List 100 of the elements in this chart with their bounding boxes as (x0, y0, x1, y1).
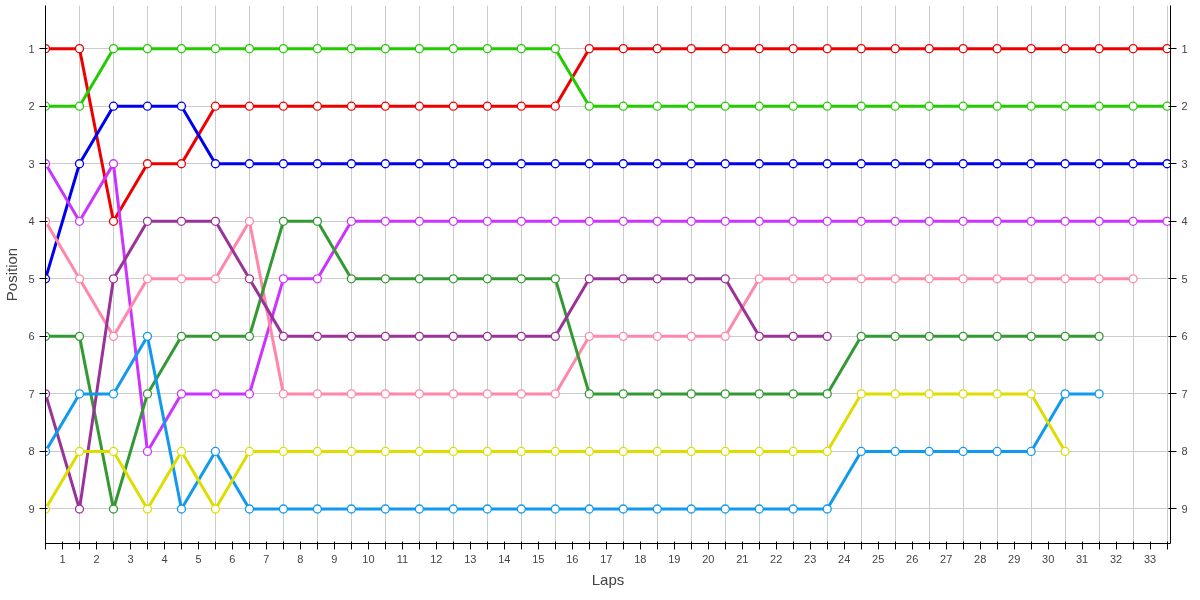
point (788, 504, 798, 514)
y2-tick-label: 9 (1181, 502, 1188, 515)
point (924, 274, 934, 284)
point (448, 274, 458, 284)
point (1094, 389, 1104, 399)
point (720, 389, 730, 399)
point (210, 446, 221, 457)
point (346, 101, 357, 111)
x-tick-label: 28 (974, 552, 987, 565)
x-axis-title: Laps (591, 570, 625, 588)
point (550, 44, 560, 54)
point (1094, 274, 1104, 284)
point (516, 446, 526, 457)
point (176, 331, 187, 341)
y2-tick-label: 1 (1181, 42, 1188, 55)
point (856, 274, 866, 284)
point (414, 101, 425, 111)
point (176, 389, 187, 399)
point (1162, 101, 1171, 111)
point (584, 389, 594, 399)
point (448, 331, 458, 341)
point (856, 101, 866, 111)
point (74, 159, 85, 169)
y-tick-label: 5 (28, 272, 35, 285)
point (414, 274, 425, 284)
point (74, 44, 85, 54)
point (584, 101, 594, 111)
point (108, 331, 119, 341)
point (856, 216, 866, 226)
point (74, 216, 85, 226)
point (550, 446, 560, 457)
point (1026, 159, 1036, 169)
point (992, 101, 1002, 111)
point (176, 159, 187, 169)
point (244, 446, 255, 457)
point (142, 331, 153, 341)
point (720, 446, 730, 457)
point (278, 331, 289, 341)
point (720, 504, 730, 514)
point (516, 216, 526, 226)
point (890, 274, 900, 284)
point (1026, 216, 1036, 226)
point (210, 274, 221, 284)
point (448, 389, 458, 399)
point (958, 216, 968, 226)
x-tick-label: 2 (93, 552, 100, 565)
point (822, 216, 832, 226)
point (74, 331, 85, 341)
x-tick-label: 27 (940, 552, 953, 565)
point (584, 504, 594, 514)
point (278, 216, 289, 226)
x-tick-label: 16 (566, 552, 579, 565)
point (142, 504, 153, 514)
point (1026, 446, 1036, 457)
point (312, 44, 323, 54)
point (618, 274, 628, 284)
point (720, 331, 730, 341)
point (516, 101, 526, 111)
point (754, 504, 764, 514)
point (210, 44, 221, 54)
point (652, 101, 662, 111)
point (754, 159, 764, 169)
point (142, 274, 153, 284)
point (278, 159, 289, 169)
point (754, 101, 764, 111)
point (414, 44, 425, 54)
x-tick-label: 8 (297, 552, 304, 565)
point (890, 159, 900, 169)
point (1128, 216, 1138, 226)
y-axis-title: Position (3, 247, 21, 302)
point (992, 389, 1002, 399)
x-tick-label: 29 (1008, 552, 1021, 565)
point (516, 389, 526, 399)
point (380, 504, 391, 514)
point (890, 331, 900, 341)
point (686, 101, 696, 111)
point (448, 101, 458, 111)
point (380, 216, 391, 226)
point (890, 44, 900, 54)
point (176, 504, 187, 514)
point (312, 101, 323, 111)
y-tick-label: 3 (28, 157, 35, 170)
point (618, 216, 628, 226)
point (652, 331, 662, 341)
point (1026, 44, 1036, 54)
x-tick-label: 20 (702, 552, 715, 565)
point (958, 331, 968, 341)
point (992, 44, 1002, 54)
point (720, 159, 730, 169)
point (1060, 44, 1070, 54)
point (346, 159, 357, 169)
y2-tick-label: 6 (1181, 330, 1188, 343)
point (754, 446, 764, 457)
point (210, 504, 221, 514)
point (176, 44, 187, 54)
x-tick-label: 11 (396, 552, 409, 565)
point (924, 159, 934, 169)
x-tick-label: 1 (59, 552, 66, 565)
point (108, 216, 119, 226)
point (958, 446, 968, 457)
